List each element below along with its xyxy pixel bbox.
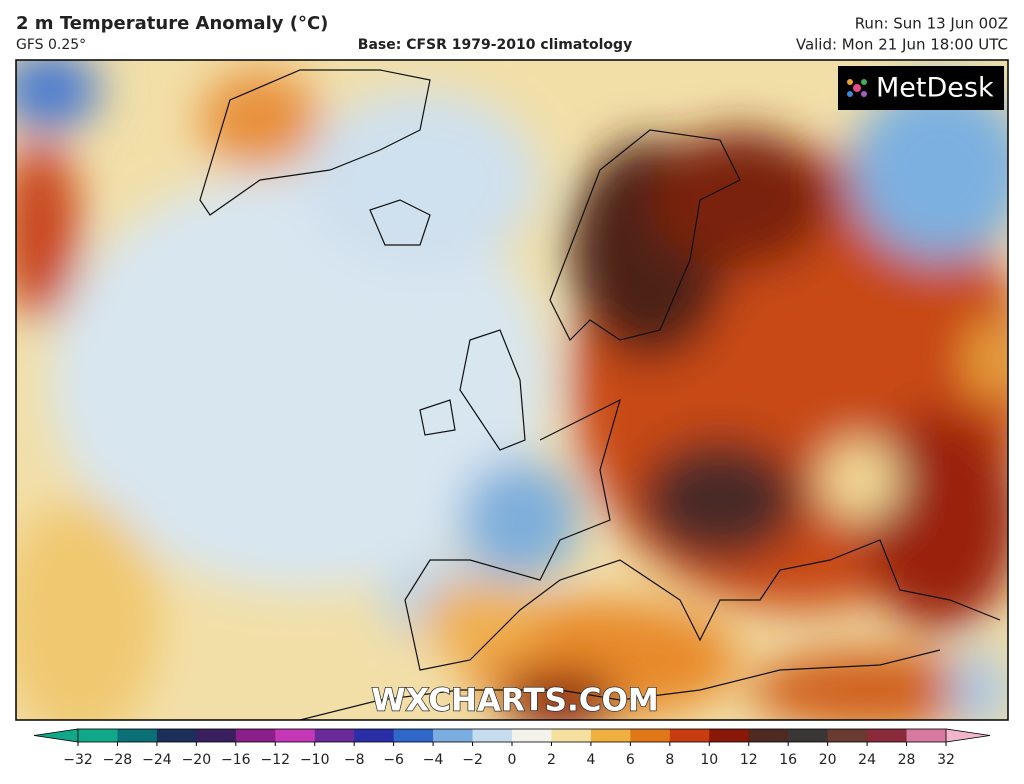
colorbar-tick-label: 24 xyxy=(858,752,876,768)
colorbar-tick-label: −4 xyxy=(423,752,444,768)
anomaly-field xyxy=(16,60,1008,720)
coastline xyxy=(419,329,526,451)
colorbar-tick-label: −10 xyxy=(300,752,330,768)
colorbar-tick-label: 2 xyxy=(547,752,556,768)
colorbar-segment xyxy=(512,729,552,742)
colorbar-segment xyxy=(788,729,829,742)
colorbar-segment xyxy=(275,729,316,742)
colorbar-segment xyxy=(630,729,671,742)
coastline xyxy=(549,129,741,342)
colorbar-segment xyxy=(827,729,868,742)
colorbar-tick-label: 10 xyxy=(700,752,718,768)
colorbar-segment xyxy=(669,729,710,742)
colorbar-segment xyxy=(906,729,947,742)
base: Base: CFSR 1979-2010 climatology xyxy=(358,37,632,53)
colorbar-tick-label: 32 xyxy=(937,752,955,768)
colorbar-tick-label: 20 xyxy=(819,752,837,768)
colorbar-tick-label: 28 xyxy=(898,752,916,768)
title: 2 m Temperature Anomaly (°C) xyxy=(16,13,328,34)
run: Run: Sun 13 Jun 00Z xyxy=(855,15,1008,33)
colorbar-segment xyxy=(748,729,789,742)
colorbar-tick-label: 4 xyxy=(586,752,595,768)
colorbar-segment xyxy=(590,729,631,742)
coastline xyxy=(404,398,1001,671)
logo-box xyxy=(838,66,1004,110)
colorbar-segment xyxy=(117,729,158,742)
colorbar-tick-label: 12 xyxy=(740,752,758,768)
colorbar-tick-label: 6 xyxy=(626,752,635,768)
colorbar-segment xyxy=(433,729,474,742)
colorbar-segment xyxy=(156,729,197,742)
valid: Valid: Mon 21 Jun 18:00 UTC xyxy=(796,36,1008,54)
colorbar-tick-label: −32 xyxy=(63,752,93,768)
colorbar-segment xyxy=(235,729,276,742)
coastline xyxy=(299,649,941,720)
colorbar-arrow xyxy=(945,728,991,743)
colorbar-segment xyxy=(867,729,908,742)
colorbar-tick-label: −16 xyxy=(221,752,251,768)
logo: MetDesk xyxy=(876,73,994,104)
colorbar-tick-label: 8 xyxy=(665,752,674,768)
colorbar: −32 −28 −24 −20 −16 −12 −10 −8 −6 −4 −2 0 2 4 6 8 10 12 16… xyxy=(33,728,991,768)
colorbar-tick-label: −24 xyxy=(142,752,172,768)
model: GFS 0.25° xyxy=(16,37,86,53)
colorbar-tick-label: −20 xyxy=(182,752,212,768)
map: MetDesk WXCHARTS.COM xyxy=(16,60,1008,720)
colorbar-segment xyxy=(314,729,355,742)
colorbar-tick-label: 0 xyxy=(508,752,517,768)
watermark: WXCHARTS.COM xyxy=(371,683,658,719)
colorbar-arrow xyxy=(33,728,79,743)
colorbar-segment xyxy=(78,729,118,742)
colorbar-segment xyxy=(393,729,434,742)
colorbar-segment xyxy=(196,729,237,742)
colorbar-segment xyxy=(472,729,513,742)
colorbar-tick-label: −28 xyxy=(103,752,133,768)
coastline xyxy=(199,69,431,216)
colorbar-segment xyxy=(551,729,592,742)
logo-icon xyxy=(847,79,867,97)
map-frame xyxy=(15,59,1009,721)
colorbar-segment xyxy=(709,729,750,742)
colorbar-tick-label: −8 xyxy=(344,752,365,768)
colorbar-tick-label: −2 xyxy=(462,752,483,768)
colorbar-tick-label: 16 xyxy=(779,752,797,768)
colorbar-tick-label: −6 xyxy=(383,752,404,768)
coastline xyxy=(369,199,431,246)
colorbar-tick-label: −12 xyxy=(260,752,290,768)
colorbar-segment xyxy=(354,729,395,742)
